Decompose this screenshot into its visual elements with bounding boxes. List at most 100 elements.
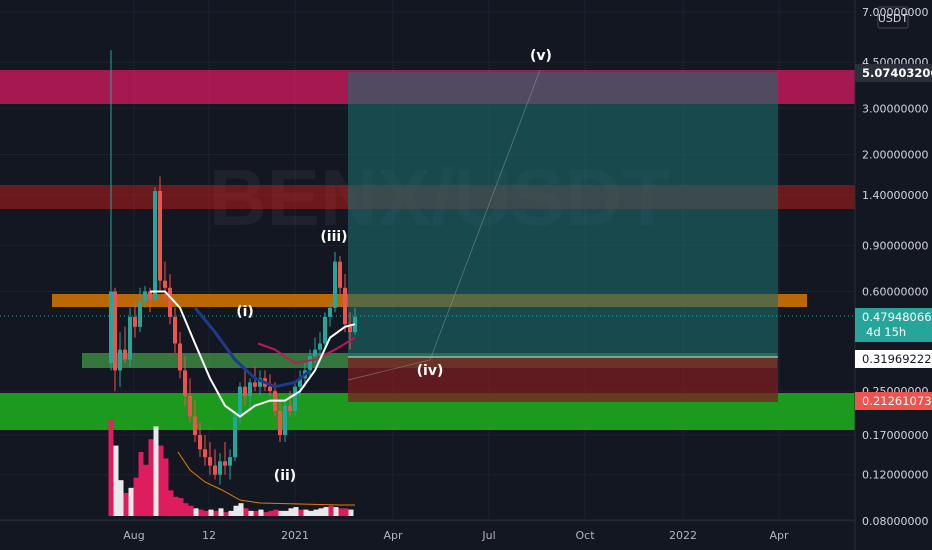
candle-body <box>193 416 197 436</box>
candle-body <box>313 349 317 357</box>
time-axis[interactable]: Aug 12 2021 Apr Jul Oct 2022 Apr <box>123 529 789 542</box>
candle-body <box>248 382 252 396</box>
volume-bar <box>158 445 164 516</box>
candle-body <box>213 465 217 475</box>
candle-body <box>128 316 132 360</box>
currency-badge[interactable] <box>877 6 909 29</box>
volume-ma-line <box>177 451 355 506</box>
candle-body <box>328 307 332 317</box>
stop-price-badge <box>855 392 932 410</box>
wave-projection-line <box>347 69 541 381</box>
time-label-2021: 2021 <box>281 529 309 542</box>
time-label-apr: Apr <box>383 529 403 542</box>
wave-label-iv: (iv) <box>417 363 444 379</box>
volume-bar <box>308 510 314 516</box>
candle-body <box>223 461 227 466</box>
price-tick-label: 3.00000000 <box>862 102 928 115</box>
candle-body <box>243 386 247 396</box>
candle-body <box>233 416 237 458</box>
candle-body <box>133 316 137 327</box>
target-price-label: 5.07403206 <box>862 66 932 80</box>
candle-body <box>348 324 352 333</box>
volume-bar <box>168 490 174 516</box>
candle-body <box>323 316 327 344</box>
candle-body <box>293 386 297 411</box>
volume-bars <box>108 420 354 516</box>
time-label-12: 12 <box>202 529 216 542</box>
price-tick-label: 0.90000000 <box>862 239 928 252</box>
volume-bar <box>178 498 184 516</box>
wave-label-v: (v) <box>530 48 552 64</box>
volume-bar <box>153 426 159 516</box>
volume-bar <box>333 507 339 516</box>
price-axis[interactable]: USDT 10.000000007.000000004.500000003.00… <box>855 0 932 528</box>
candle-body <box>318 343 322 350</box>
price-tick-label: 0.08000000 <box>862 515 928 528</box>
target-zone[interactable] <box>348 72 778 357</box>
wave-label-ii: (ii) <box>274 468 296 484</box>
candle-body <box>343 287 347 325</box>
wave-label-iii: (iii) <box>320 229 347 245</box>
volume-bar <box>128 487 134 516</box>
volume-bar <box>313 509 319 516</box>
volume-bar <box>173 496 179 516</box>
time-label-apr-2022: Apr <box>769 529 789 542</box>
volume-bar <box>113 445 119 516</box>
candle-body <box>333 261 337 308</box>
candle-body <box>203 449 207 458</box>
current-price-badge <box>855 308 932 342</box>
candle-body <box>298 378 302 387</box>
candle-body <box>138 301 142 327</box>
candle-body <box>168 287 172 317</box>
stop-zone[interactable] <box>348 357 778 402</box>
price-ticks: 10.000000007.000000004.500000003.0000000… <box>862 6 928 528</box>
target-price-badge <box>855 64 932 82</box>
candle-body <box>153 191 157 300</box>
entry-price-badge <box>855 350 932 368</box>
volume-bar <box>123 492 129 516</box>
time-label-aug: Aug <box>123 529 144 542</box>
ma-red-line <box>257 336 356 365</box>
volume-bar <box>213 510 219 516</box>
candle-body <box>113 291 117 371</box>
candle-body <box>158 191 162 281</box>
volume-bar <box>108 420 114 516</box>
bar-countdown-label: 4d 15h <box>866 325 906 339</box>
candle-body <box>178 343 182 371</box>
volume-bar <box>188 505 194 516</box>
candle-body <box>118 349 122 371</box>
currency-label: USDT <box>878 12 909 25</box>
volume-bar <box>198 509 204 516</box>
price-tick-label: 0.17000000 <box>862 429 928 442</box>
volume-bar <box>348 509 354 516</box>
volume-bar <box>118 480 124 516</box>
candle-body <box>288 405 292 411</box>
volume-bar <box>233 505 239 516</box>
volume-bar <box>283 510 289 516</box>
volume-bar <box>303 509 309 516</box>
entry-price-label: 0.31969222 <box>862 352 932 366</box>
volume-bar <box>133 477 139 516</box>
volume-bar <box>268 510 274 516</box>
volume-bar <box>293 507 299 516</box>
volume-bar <box>298 509 304 516</box>
volume-bar <box>143 464 149 516</box>
volume-bar <box>228 510 234 516</box>
volume-bar <box>163 458 169 516</box>
ma-white-line <box>150 290 356 418</box>
volume-bar <box>338 508 344 516</box>
candle-body <box>268 386 272 392</box>
candle-body <box>188 395 192 417</box>
candle-body <box>198 435 202 450</box>
candle-body <box>228 457 232 466</box>
candle-body <box>308 356 312 371</box>
candle-body <box>283 405 287 436</box>
volume-bar <box>243 508 249 516</box>
candle-body <box>253 382 257 387</box>
volume-bar <box>148 439 154 516</box>
candle-body <box>109 291 113 364</box>
candle-body <box>218 461 222 475</box>
volume-bar <box>203 510 209 516</box>
time-label-jul: Jul <box>481 529 495 542</box>
